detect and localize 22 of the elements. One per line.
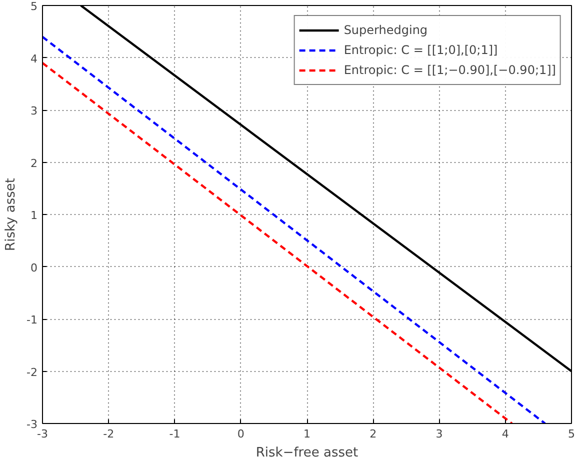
x-tick-label: 4 xyxy=(502,428,509,440)
x-tick-label: 3 xyxy=(436,428,443,440)
legend-label: Entropic: C = [[1;−0.90],[−0.90;1]] xyxy=(344,63,556,77)
x-tick-label: 2 xyxy=(370,428,377,440)
legend-label: Superhedging xyxy=(344,23,428,37)
y-tick-label: 5 xyxy=(30,0,38,13)
x-tick-label: -2 xyxy=(103,428,114,440)
legend-label: Entropic: C = [[1;0],[0;1]] xyxy=(344,43,498,57)
y-tick-label: 4 xyxy=(30,52,38,66)
y-tick-label: 0 xyxy=(30,261,38,274)
y-axis-title: Risky asset xyxy=(4,178,19,251)
x-tick-label: 5 xyxy=(568,428,575,440)
x-tick-label: -1 xyxy=(169,428,180,440)
x-tick-label: 0 xyxy=(237,428,244,440)
y-tick-label: -1 xyxy=(26,314,38,326)
x-tick-label: 1 xyxy=(304,428,310,440)
y-tick-label: 2 xyxy=(30,156,38,170)
y-tick-label: -3 xyxy=(26,418,38,431)
x-axis-title: Risk−free asset xyxy=(256,446,358,460)
y-tick-label: 1 xyxy=(30,209,38,222)
y-tick-label: 3 xyxy=(30,104,38,118)
y-tick-label: -2 xyxy=(26,366,38,379)
